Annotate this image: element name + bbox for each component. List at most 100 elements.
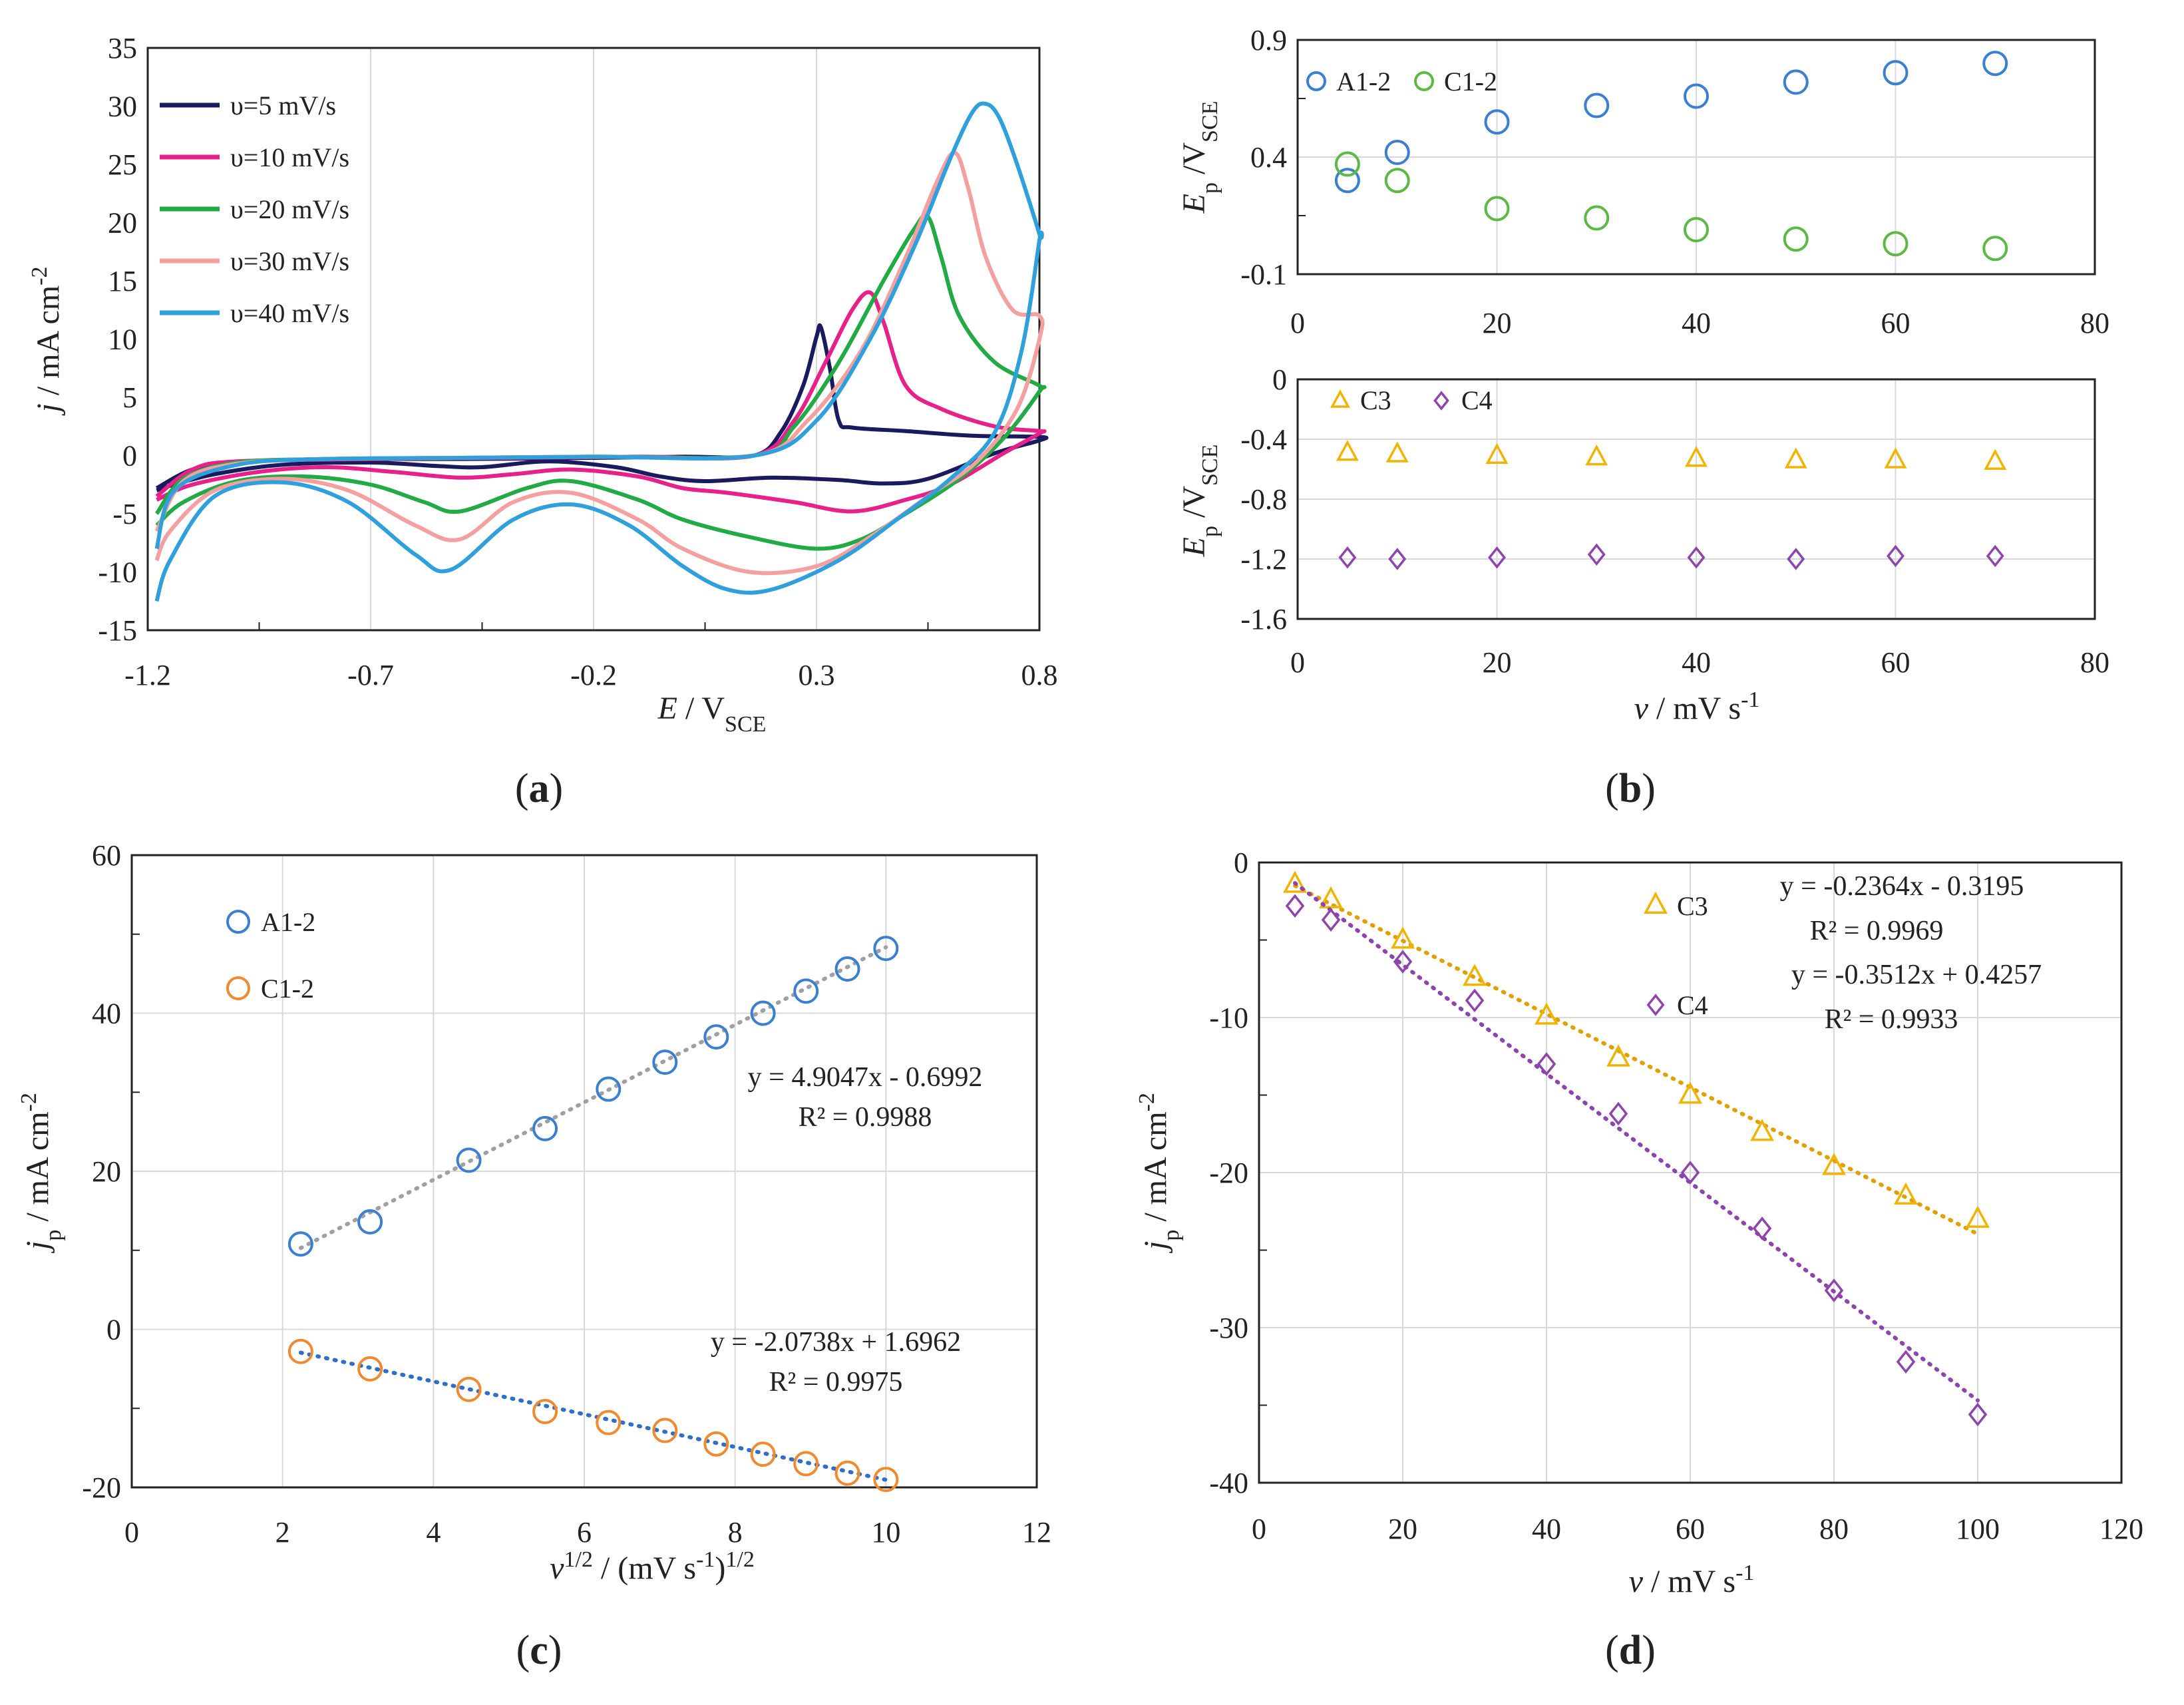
y-axis-title: jp / mA cm-2 — [1135, 1093, 1184, 1254]
trend-equation: y = -0.2364x - 0.3195 — [1780, 871, 2024, 902]
marker-C4-3 — [1465, 988, 1485, 1013]
axis-superscript: 1/2 — [725, 1547, 754, 1572]
trendline-C3 — [1293, 883, 1980, 1236]
axis-symbol: v — [1629, 1564, 1644, 1599]
x-tick-label: 0 — [124, 1516, 139, 1549]
trend-equation: y = -0.3512x + 0.4257 — [1791, 960, 2042, 990]
legend-marker — [1306, 71, 1326, 91]
x-tick-label: 0 — [1290, 646, 1305, 679]
y-tick-label: -10 — [98, 556, 137, 589]
y-axis-title: j / mA cm-2 — [27, 267, 67, 417]
marker-C1-2-7 — [750, 1441, 776, 1467]
y-tick-label: -20 — [82, 1471, 121, 1504]
marker-C4-10 — [1968, 1402, 1988, 1427]
marker-C4-4 — [1687, 546, 1706, 569]
marker-A1-2-5 — [652, 1049, 678, 1075]
legend-marker — [226, 976, 250, 1000]
panel-label-a: (a) — [515, 766, 563, 811]
trend-r2: R² = 0.9988 — [799, 1102, 932, 1133]
marker-C1-2-7 — [1982, 236, 2008, 262]
marker-C1-2-3 — [1584, 205, 1610, 231]
axis-unit: ) — [715, 1551, 725, 1586]
marker-C4-5 — [1787, 548, 1805, 570]
x-tick-label: 40 — [1682, 646, 1711, 679]
marker-C3-1 — [1319, 886, 1343, 908]
x-tick-label: 120 — [2099, 1513, 2143, 1545]
marker-C4-2 — [1393, 950, 1413, 974]
x-tick-label: 40 — [1682, 307, 1711, 339]
axis-symbol: j — [20, 1241, 55, 1254]
cv-curve-4 — [154, 101, 1044, 602]
axis-unit: / mV s — [1643, 1564, 1735, 1599]
marker-C3-1 — [1385, 441, 1409, 463]
marker-C4-3 — [1587, 543, 1606, 566]
legend-label: υ=20 mV/s — [230, 194, 349, 224]
marker-A1-2-7 — [750, 1000, 776, 1026]
x-tick-label: 8 — [728, 1516, 743, 1549]
marker-A1-2-8 — [793, 978, 819, 1004]
paren: ( — [516, 1628, 530, 1673]
x-tick-label: 6 — [577, 1516, 592, 1549]
legend-label: υ=40 mV/s — [230, 298, 349, 328]
x-tick-label: -1.2 — [124, 659, 171, 691]
marker-A1-2-4 — [1684, 83, 1709, 109]
paren: ( — [1605, 766, 1619, 811]
x-tick-label: 60 — [1676, 1513, 1705, 1545]
x-tick-label: 80 — [2080, 646, 2109, 679]
y-tick-label: -1.6 — [1240, 603, 1287, 636]
y-tick-label: 10 — [108, 323, 137, 356]
marker-C3-0 — [1283, 870, 1307, 893]
legend-label: C3 — [1360, 385, 1391, 415]
marker-C3-6 — [1678, 1081, 1702, 1104]
marker-C1-2-8 — [793, 1451, 819, 1477]
marker-C3-2 — [1485, 443, 1509, 464]
marker-C3-4 — [1535, 1002, 1558, 1025]
letter: a — [529, 766, 550, 811]
y-tick-label: -5 — [112, 498, 137, 530]
letter: d — [1619, 1628, 1642, 1673]
axis-superscript: -2 — [1135, 1093, 1159, 1111]
marker-C3-9 — [1894, 1182, 1918, 1205]
paren: ( — [1605, 1628, 1619, 1673]
axis-symbol: E — [1177, 194, 1212, 214]
legend-marker — [226, 910, 250, 934]
marker-C1-2-0 — [1334, 151, 1360, 177]
marker-A1-2-9 — [834, 956, 860, 982]
axis-superscript: -2 — [27, 267, 52, 285]
marker-C3-3 — [1585, 444, 1608, 466]
marker-C4-7 — [1986, 544, 2004, 568]
x-axis-title: v1/2 / (mV s-1)1/2 — [550, 1547, 755, 1587]
x-tick-label: 20 — [1483, 307, 1512, 339]
legend-label: υ=30 mV/s — [230, 246, 349, 276]
axis-unit: / (mV s — [593, 1551, 696, 1586]
legend-marker — [1330, 389, 1350, 408]
x-tick-label: 20 — [1483, 646, 1512, 679]
marker-A1-2-10 — [873, 936, 899, 962]
marker-A1-2-2 — [456, 1147, 482, 1173]
axis-subscript: p — [1198, 182, 1222, 194]
trend-equation: y = 4.9047x - 0.6992 — [748, 1062, 983, 1093]
x-tick-label: 0.8 — [1021, 659, 1058, 691]
y-tick-label: -10 — [1209, 1002, 1248, 1034]
trend-r2: R² = 0.9975 — [769, 1367, 903, 1398]
y-tick-label: -40 — [1209, 1467, 1248, 1499]
x-axis-title: v / mV s-1 — [1634, 687, 1760, 727]
marker-C4-4 — [1537, 1052, 1556, 1076]
marker-C4-2 — [1488, 546, 1506, 569]
axis-unit: / mA cm — [1138, 1111, 1173, 1229]
marker-C4-5 — [1608, 1101, 1628, 1126]
panel-d: 0 20 40 60 80 100 120 -40 -30 -20 -10 0 C3 y = -0.236… — [1135, 847, 2144, 1599]
axis-subscript: SCE — [1198, 101, 1222, 142]
panel-b-top: 0 20 40 60 80 -0.1 0.4 0.9 A1-2 C1-2 Ep /VSCE — [1177, 24, 2109, 339]
plot-frame — [1296, 39, 2096, 276]
paren: ) — [550, 766, 564, 811]
marker-A1-2-1 — [357, 1209, 383, 1234]
y-tick-label: -15 — [98, 614, 137, 647]
marker-A1-2-0 — [1334, 168, 1360, 194]
axis-superscript: -1 — [1741, 687, 1759, 712]
x-axis-title: E / VSCE — [657, 691, 767, 737]
legend-label: C1-2 — [261, 974, 314, 1004]
marker-A1-2-3 — [532, 1115, 558, 1141]
